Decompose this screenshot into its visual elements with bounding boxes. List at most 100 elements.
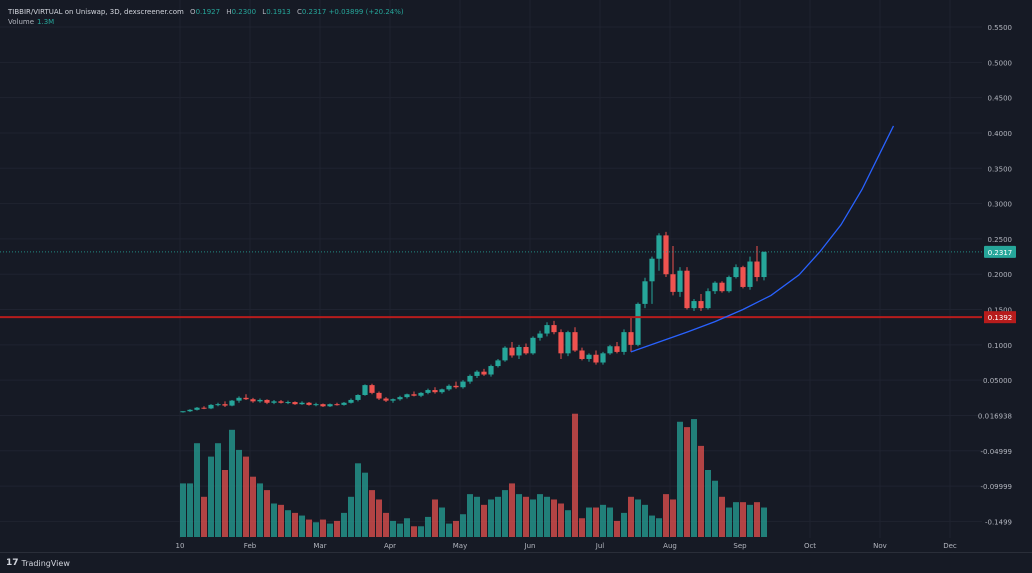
volume-bar (208, 456, 214, 537)
volume-bar (523, 496, 529, 537)
volume-bar (313, 522, 319, 537)
volume-bar (285, 510, 291, 537)
candle-body (607, 346, 613, 354)
volume-bar (341, 512, 347, 537)
candle-body (397, 397, 403, 400)
volume-bar (187, 483, 193, 537)
candle-body (670, 274, 676, 292)
volume-bar (670, 499, 676, 537)
candle-body (530, 337, 536, 354)
candle-body (278, 401, 284, 403)
volume-bar (600, 504, 606, 537)
price-chart[interactable]: 0.5500 0.5000 0.4500 0.4000 0.3500 0.3000 0.25… (0, 0, 1032, 552)
price-tick-label: -0.1499 (985, 518, 1012, 526)
price-axis: 0.5500 0.5000 0.4500 0.4000 0.3500 0.3000 0.25… (978, 24, 1016, 526)
candle-body (719, 282, 725, 292)
volume-bar (264, 490, 270, 537)
candle-body (292, 402, 298, 405)
time-tick-label: May (453, 542, 467, 550)
price-tick-label: -0.09999 (981, 483, 1012, 491)
volume-bar (362, 472, 368, 537)
volume-bar (348, 496, 354, 537)
volume-bar (229, 429, 235, 537)
candle-body (565, 332, 571, 354)
candle-body (460, 381, 466, 388)
volume-bars (180, 413, 767, 537)
volume-bar (502, 490, 508, 537)
volume-bar (376, 499, 382, 537)
candle-body (432, 390, 438, 393)
candle-body (306, 402, 312, 405)
volume-bar (705, 470, 711, 537)
volume-bar (460, 514, 466, 537)
volume-bar (453, 520, 459, 537)
volume-bar (404, 518, 410, 537)
volume-bar (691, 419, 697, 537)
symbol-header: TIBBIR/VIRTUAL on Uniswap, 3D, dexscreen… (8, 8, 404, 17)
low-label: L (262, 8, 267, 16)
symbol-title[interactable]: TIBBIR/VIRTUAL on Uniswap, 3D, dexscreen… (8, 8, 184, 16)
volume-bar (677, 421, 683, 537)
candle-body (635, 303, 641, 345)
volume-bar (250, 476, 256, 537)
volume-bar (446, 523, 452, 537)
candle-body (264, 399, 270, 403)
candle-body (488, 366, 494, 375)
volume-bar (439, 507, 445, 537)
candle-body (320, 404, 326, 407)
volume-bar (180, 483, 186, 537)
candle-body (642, 281, 648, 304)
volume-value: 1.3M (37, 18, 55, 26)
volume-bar (334, 520, 340, 537)
candle-body (390, 399, 396, 401)
time-tick-label: Nov (873, 542, 887, 550)
price-tick-label: 0.4000 (988, 130, 1013, 138)
candle-body (628, 332, 634, 345)
candle-body (285, 402, 291, 404)
volume-bar (355, 463, 361, 537)
price-tick-label: 0.4500 (988, 95, 1013, 103)
volume-bar (495, 496, 501, 537)
time-tick-label: Mar (313, 542, 326, 550)
volume-bar (544, 496, 550, 537)
candle-body (180, 411, 186, 413)
candle-body (698, 301, 704, 309)
candle-body (208, 404, 214, 409)
volume-bar (278, 504, 284, 537)
price-tick-label: 0.2000 (988, 271, 1013, 279)
time-tick-label: Jun (524, 542, 536, 550)
low-value: 0.1913 (266, 8, 291, 16)
volume-bar (488, 499, 494, 537)
volume-bar (593, 507, 599, 537)
tradingview-brand: TradingView (21, 558, 70, 568)
candle-body (418, 392, 424, 396)
candle-body (705, 291, 711, 309)
time-tick-label: Dec (943, 542, 957, 550)
candle-body (327, 404, 333, 407)
price-tick-label: -0.04999 (981, 448, 1012, 456)
candle-body (362, 385, 368, 395)
change-value: +0.03899 (+20.24%) (328, 8, 404, 16)
volume-bar (642, 504, 648, 537)
volume-bar (320, 519, 326, 537)
volume-bar (586, 507, 592, 537)
volume-bar (306, 519, 312, 537)
volume-label: Volume (8, 18, 35, 26)
volume-bar (411, 526, 417, 537)
volume-bar (327, 523, 333, 537)
candle-body (215, 404, 221, 406)
volume-bar (194, 443, 200, 537)
volume-bar (243, 456, 249, 537)
time-tick-label: Feb (244, 542, 257, 550)
tradingview-logo[interactable]: 17 TradingView (6, 558, 70, 568)
time-tick-label: Jul (595, 542, 605, 550)
volume-bar (474, 496, 480, 537)
parabolic-curve (630, 125, 895, 353)
volume-bar (614, 520, 620, 537)
candle-body (614, 346, 620, 352)
volume-bar (530, 499, 536, 537)
volume-bar (201, 496, 207, 537)
candle-body (222, 404, 228, 406)
candle-body (250, 399, 256, 402)
